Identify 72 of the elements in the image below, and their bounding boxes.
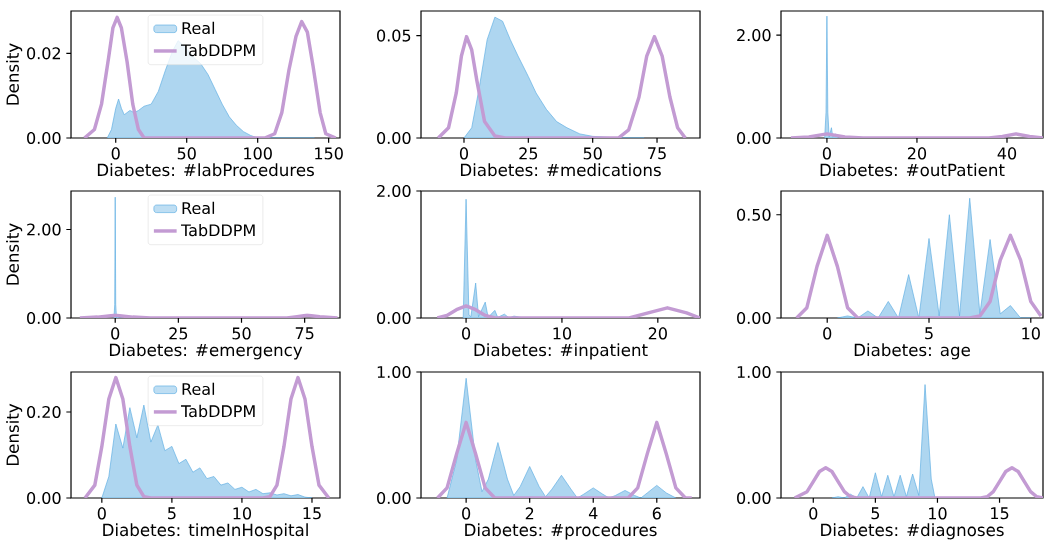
x-axis-title: Diabetes: timeInHospital xyxy=(103,523,308,540)
x-tick-label: 50 xyxy=(232,327,251,340)
x-axis-title: Diabetes: #diagnoses xyxy=(821,523,1004,540)
x-tick-label: 10 xyxy=(553,327,572,340)
line-series xyxy=(83,375,331,498)
x-tick-label: 0 xyxy=(462,507,471,520)
y-axis-title: Density xyxy=(6,43,23,105)
x-tick-label: 4 xyxy=(588,507,598,520)
x-axis-title: Diabetes: #labProcedures xyxy=(97,163,314,177)
legend-label: TabDDPM xyxy=(181,223,255,237)
x-tick-label: 5 xyxy=(871,507,880,520)
y-axis-title: Density xyxy=(6,223,23,285)
x-tick-label: 10 xyxy=(233,507,252,520)
x-axis-title: Diabetes: #medications xyxy=(460,163,661,177)
x-tick-label: 0 xyxy=(823,327,832,340)
x-tick-label: 0 xyxy=(111,147,120,160)
y-tick-label: 0.00 xyxy=(737,311,771,325)
line-series xyxy=(436,34,688,138)
y-tick-label: 0.00 xyxy=(27,491,61,505)
x-tick-label: 0 xyxy=(97,507,106,520)
y-tick-label: 0.00 xyxy=(377,311,411,325)
y-tick-label: 0.50 xyxy=(737,208,771,221)
x-tick-label: 2 xyxy=(525,507,534,520)
line-series xyxy=(792,466,1043,498)
x-tick-label: 0 xyxy=(111,327,120,340)
x-axis-title: Diabetes: #emergency xyxy=(109,343,303,360)
y-tick-label: 0.00 xyxy=(27,311,61,325)
y-tick-label: 0.20 xyxy=(27,405,61,419)
x-tick-label: 0 xyxy=(459,147,469,160)
x-tick-label: 50 xyxy=(177,147,196,160)
x-tick-label: 150 xyxy=(315,147,343,160)
x-tick-label: 20 xyxy=(648,327,667,340)
y-tick-label: 0.00 xyxy=(737,491,771,505)
x-tick-label: 75 xyxy=(295,327,314,340)
x-axis-title: Diabetes: #inpatient xyxy=(474,343,648,360)
y-tick-label: 0.00 xyxy=(737,131,771,145)
legend-label: Real xyxy=(182,21,215,35)
legend-label: Real xyxy=(182,201,215,215)
x-tick-label: 0 xyxy=(809,507,818,520)
x-tick-label: 6 xyxy=(652,507,661,520)
x-tick-label: 15 xyxy=(991,507,1009,520)
y-tick-label: 0.00 xyxy=(27,131,61,145)
y-tick-label: 2.00 xyxy=(377,184,411,198)
x-axis-title: Diabetes: #outPatient xyxy=(820,163,1005,177)
x-tick-label: 0 xyxy=(462,327,471,340)
y-tick-label: 2.00 xyxy=(737,29,771,42)
x-tick-label: 50 xyxy=(583,147,602,160)
x-tick-label: 75 xyxy=(648,147,666,160)
x-axis-title: Diabetes: #procedures xyxy=(465,523,657,540)
legend-label: Real xyxy=(182,382,215,396)
y-tick-label: 1.00 xyxy=(377,365,411,379)
y-tick-label: 0.05 xyxy=(377,29,411,42)
x-tick-label: 40 xyxy=(997,147,1017,160)
x-tick-label: 20 xyxy=(907,147,927,160)
x-tick-label: 25 xyxy=(169,327,188,340)
x-tick-label: 5 xyxy=(168,507,176,520)
x-tick-label: 15 xyxy=(303,507,321,520)
y-tick-label: 0.00 xyxy=(377,491,411,505)
x-tick-label: 10 xyxy=(1022,327,1040,340)
y-tick-label: 1.00 xyxy=(737,365,771,379)
y-tick-label: 0.00 xyxy=(377,131,411,145)
legend-label: TabDDPM xyxy=(180,404,255,418)
x-tick-label: 0 xyxy=(822,147,831,160)
y-axis-title: Density xyxy=(6,403,23,466)
legend-label: TabDDPM xyxy=(180,43,255,57)
x-tick-label: 100 xyxy=(244,147,272,160)
y-tick-label: 0.02 xyxy=(27,47,61,60)
y-tick-label: 2.00 xyxy=(27,223,61,236)
x-tick-label: 10 xyxy=(929,507,947,520)
x-tick-label: 5 xyxy=(925,327,933,340)
x-tick-label: 25 xyxy=(519,147,538,160)
x-axis-title: Diabetes: age xyxy=(854,343,970,360)
